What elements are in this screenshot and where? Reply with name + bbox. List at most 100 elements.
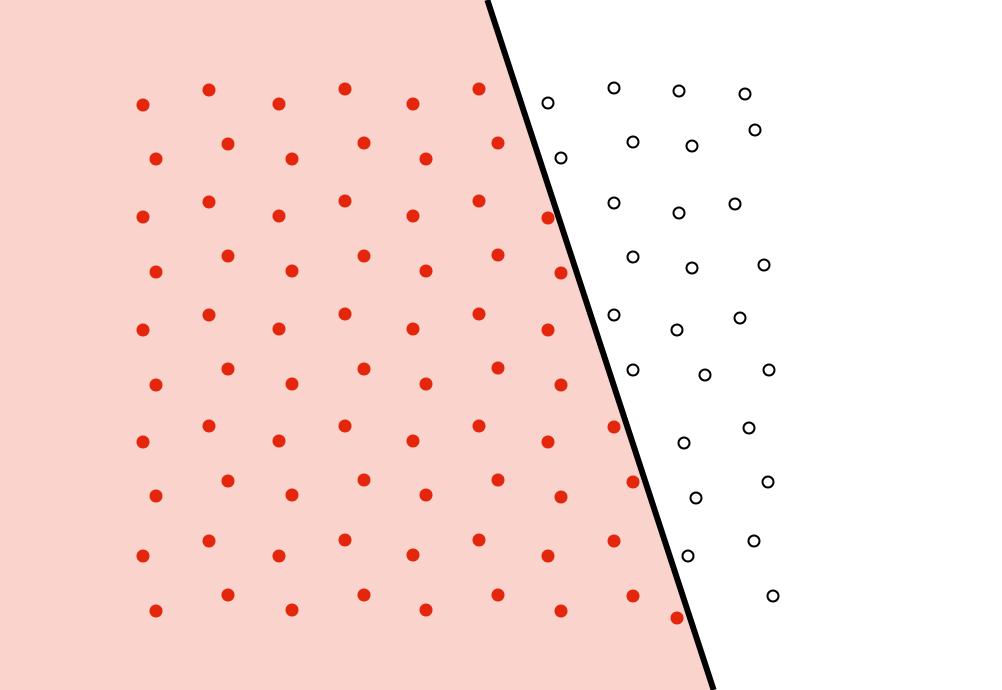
hollow-point [543, 98, 554, 109]
filled-point [358, 250, 371, 263]
filled-point [203, 420, 216, 433]
filled-point [150, 490, 163, 503]
filled-point [492, 589, 505, 602]
filled-point [407, 549, 420, 562]
hollow-point [744, 423, 755, 434]
hollow-point [683, 551, 694, 562]
filled-point [420, 153, 433, 166]
filled-point [203, 535, 216, 548]
filled-point [407, 323, 420, 336]
filled-point [150, 605, 163, 618]
filled-point [286, 604, 299, 617]
filled-point [150, 266, 163, 279]
filled-point [222, 138, 235, 151]
hollow-point [749, 536, 760, 547]
filled-point [420, 378, 433, 391]
filled-point [358, 589, 371, 602]
hollow-point [674, 208, 685, 219]
filled-point [273, 323, 286, 336]
filled-point [492, 249, 505, 262]
filled-point [542, 212, 555, 225]
filled-point [555, 267, 568, 280]
hollow-point [679, 438, 690, 449]
filled-point [608, 535, 621, 548]
hollow-point [628, 365, 639, 376]
filled-point [407, 98, 420, 111]
hollow-point [691, 493, 702, 504]
hollow-point [628, 252, 639, 263]
hollow-point [609, 310, 620, 321]
filled-point [492, 137, 505, 150]
filled-point [358, 137, 371, 150]
filled-point [203, 309, 216, 322]
hollow-point [687, 141, 698, 152]
filled-point [339, 195, 352, 208]
hollow-point [768, 591, 779, 602]
filled-point [286, 489, 299, 502]
filled-point [222, 250, 235, 263]
filled-point [608, 421, 621, 434]
filled-point [473, 534, 486, 547]
filled-point [420, 265, 433, 278]
hollow-point [764, 365, 775, 376]
filled-point [273, 435, 286, 448]
filled-point [273, 550, 286, 563]
filled-point [555, 491, 568, 504]
hollow-point [674, 86, 685, 97]
filled-point [542, 436, 555, 449]
filled-point [339, 420, 352, 433]
filled-point [137, 550, 150, 563]
hollow-point [700, 370, 711, 381]
hollow-point [609, 198, 620, 209]
filled-point [203, 196, 216, 209]
hollow-point [687, 263, 698, 274]
filled-point [555, 379, 568, 392]
filled-point [407, 435, 420, 448]
filled-point [137, 99, 150, 112]
filled-point [627, 476, 640, 489]
hollow-point [628, 137, 639, 148]
hollow-point [763, 477, 774, 488]
filled-point [407, 210, 420, 223]
filled-point [150, 153, 163, 166]
filled-point [420, 604, 433, 617]
filled-point [339, 308, 352, 321]
hollow-point [609, 83, 620, 94]
hollow-point [735, 313, 746, 324]
hollow-point [556, 153, 567, 164]
hollow-point [750, 125, 761, 136]
filled-point [273, 98, 286, 111]
hollow-point [759, 260, 770, 271]
hollow-point [730, 199, 741, 210]
filled-point [222, 363, 235, 376]
filled-point [203, 84, 216, 97]
hollow-point [740, 89, 751, 100]
filled-point [286, 153, 299, 166]
filled-point [137, 211, 150, 224]
filled-point [420, 489, 433, 502]
filled-point [671, 612, 684, 625]
filled-point [473, 308, 486, 321]
filled-point [627, 590, 640, 603]
filled-point [358, 363, 371, 376]
filled-point [492, 362, 505, 375]
filled-point [555, 605, 568, 618]
filled-point [358, 474, 371, 487]
filled-point [473, 83, 486, 96]
filled-point [473, 420, 486, 433]
hollow-point [672, 325, 683, 336]
filled-point [339, 83, 352, 96]
filled-point [222, 589, 235, 602]
filled-point [273, 210, 286, 223]
filled-point [473, 195, 486, 208]
filled-point [150, 379, 163, 392]
filled-point [542, 324, 555, 337]
filled-point [137, 324, 150, 337]
filled-point [286, 265, 299, 278]
filled-point [137, 436, 150, 449]
filled-point [222, 475, 235, 488]
filled-point [492, 474, 505, 487]
filled-point [286, 378, 299, 391]
filled-point [339, 534, 352, 547]
